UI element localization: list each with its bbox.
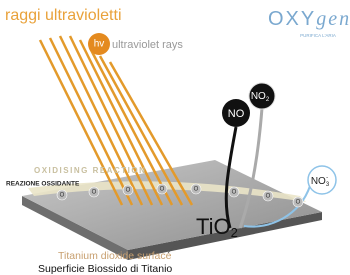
no3-label: NO3- [311,175,330,188]
particle-label: O [160,187,165,193]
logo-accent: gena [316,8,350,30]
diagram: O O O O O O O O raggi ultravioletti OXYgena PUR… [0,0,350,275]
logo: OXYgena [268,8,350,31]
no-label: NO [228,108,245,120]
hv-text: hv [94,39,105,50]
particle-label: O [92,190,97,196]
formula: NO [251,91,266,102]
particle-label: O [126,188,131,194]
surface-label: Titanium dioxide surface [58,250,172,262]
particle-label: O [60,193,65,199]
reaction-sublabel: REAZIONE OSSIDANTE [6,181,80,188]
formula: NO [311,176,326,187]
superscript: - [326,175,328,181]
formula: NO [228,108,245,120]
particle-label: O [266,194,271,200]
reaction-label: OXIDISING REACTION [34,166,146,175]
surface-sublabel: Superficie Biossido di Titanio [38,263,172,275]
particle-label: O [194,187,199,193]
particle-label: O [296,200,301,206]
logo-main: OXY [268,8,316,30]
logo-tagline: PURIFICA L'ARIA [300,33,336,38]
formula: TiO [196,214,231,239]
particle-label: O [232,190,237,196]
rays-label: ultraviolet rays [112,39,183,51]
title: raggi ultravioletti [5,7,122,24]
subscript: 2 [231,225,238,240]
